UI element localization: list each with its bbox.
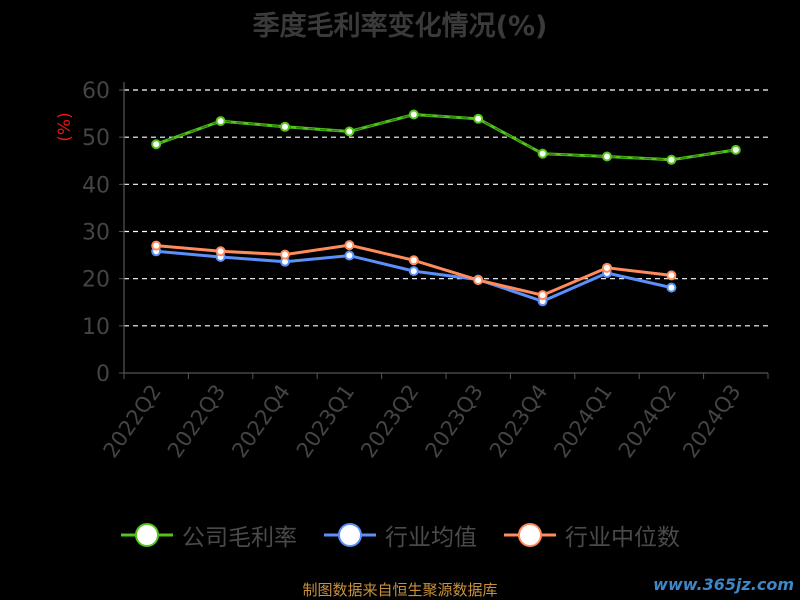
data-point[interactable]: [344, 240, 355, 251]
legend-label: 行业中位数: [565, 525, 680, 551]
data-point[interactable]: [666, 270, 677, 281]
data-point[interactable]: [344, 250, 355, 261]
y-tick-label: 50: [82, 126, 110, 151]
data-point[interactable]: [666, 154, 677, 165]
chart-title: 季度毛利率变化情况(%): [252, 11, 548, 42]
data-point[interactable]: [408, 109, 419, 120]
data-point[interactable]: [730, 144, 741, 155]
data-point[interactable]: [473, 275, 484, 286]
y-tick-label: 0: [96, 362, 110, 387]
legend-label: 公司毛利率: [182, 525, 297, 551]
data-point[interactable]: [408, 266, 419, 277]
y-tick-labels: 0 10 20 30 40 50 60: [82, 79, 110, 387]
x-tick-label: 2023Q4: [485, 380, 552, 462]
legend-item[interactable]: 行业均值: [323, 518, 477, 552]
legend: 公司毛利率 行业均值 行业中位数: [0, 518, 800, 552]
series-2: [151, 240, 677, 301]
legend-label: 行业均值: [385, 525, 477, 551]
data-point[interactable]: [537, 148, 548, 159]
series-dash-line: [155, 113, 736, 161]
legend-item[interactable]: 公司毛利率: [120, 518, 297, 552]
x-tick-label: 2024Q3: [678, 380, 745, 462]
x-tick-label: 2024Q1: [549, 380, 616, 462]
y-tick-label: 30: [82, 221, 110, 246]
data-point[interactable]: [280, 249, 290, 260]
x-tick-label: 2022Q2: [99, 380, 166, 462]
data-point[interactable]: [473, 113, 484, 124]
legend-marker-icon: [121, 523, 173, 547]
data-point[interactable]: [151, 240, 162, 251]
x-tick-label: 2023Q3: [421, 380, 488, 462]
y-axis-label: (%): [55, 112, 75, 141]
data-point[interactable]: [602, 262, 612, 273]
y-tick-label: 60: [82, 79, 110, 104]
data-point[interactable]: [537, 290, 548, 301]
data-point[interactable]: [280, 121, 290, 132]
legend-marker-icon: [504, 523, 556, 547]
source-footnote: 制图数据来自恒生聚源数据库: [302, 581, 498, 599]
legend-marker-icon: [324, 523, 376, 547]
series-1: [151, 246, 677, 307]
legend-item[interactable]: 行业中位数: [503, 518, 680, 552]
data-point[interactable]: [151, 139, 162, 150]
watermark: www.365jz.com: [653, 575, 794, 594]
x-tick-label: 2023Q1: [292, 380, 359, 462]
data-point[interactable]: [215, 246, 226, 257]
x-tick-label: 2022Q4: [227, 380, 294, 462]
x-tick-labels: 2022Q22022Q32022Q42023Q12023Q22023Q32023…: [99, 380, 746, 462]
x-tick-label: 2024Q2: [614, 380, 681, 462]
y-tick-label: 40: [82, 173, 110, 198]
axes: [119, 82, 769, 379]
data-point[interactable]: [602, 151, 612, 162]
series-0: [151, 109, 741, 165]
data-point[interactable]: [215, 116, 226, 127]
y-tick-label: 20: [82, 268, 110, 293]
y-tick-label: 10: [82, 315, 110, 340]
data-point[interactable]: [666, 282, 677, 293]
data-point[interactable]: [344, 126, 355, 137]
x-tick-label: 2023Q2: [356, 380, 423, 462]
data-point[interactable]: [408, 255, 419, 266]
x-tick-label: 2022Q3: [163, 380, 230, 462]
series: [151, 109, 741, 307]
